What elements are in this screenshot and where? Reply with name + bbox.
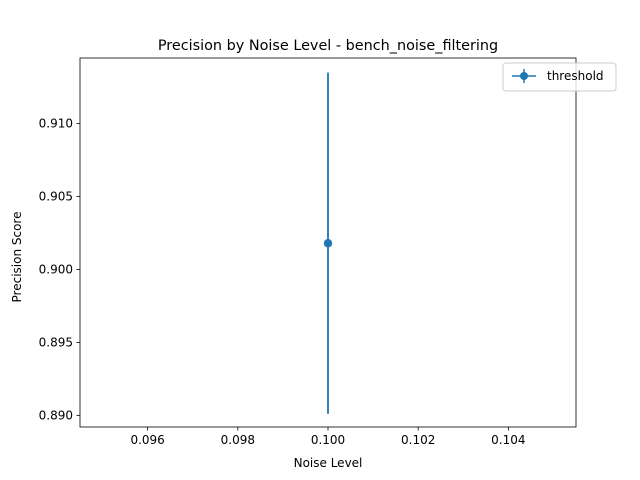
y-tick-label: 0.905 xyxy=(39,190,73,204)
x-tick-label: 0.096 xyxy=(130,433,164,447)
y-tick-label: 0.900 xyxy=(39,262,73,276)
x-tick-label: 0.098 xyxy=(221,433,255,447)
x-axis-label: Noise Level xyxy=(294,456,363,470)
legend: threshold xyxy=(502,62,617,92)
x-tick-label: 0.104 xyxy=(491,433,525,447)
y-axis-label: Precision Score xyxy=(10,212,24,303)
legend-box xyxy=(502,62,617,92)
chart-title: Precision by Noise Level - bench_noise_f… xyxy=(158,38,498,54)
y-tick-label: 0.910 xyxy=(39,117,73,131)
legend-marker-icon xyxy=(520,72,528,80)
plot-area: 0.096 0.098 0.100 0.102 0.104 0.890 0.895 0.900… xyxy=(39,57,577,447)
y-tick-label: 0.895 xyxy=(39,335,73,349)
x-tick-label: 0.102 xyxy=(401,433,435,447)
x-tick-label: 0.100 xyxy=(311,433,345,447)
data-point xyxy=(323,239,333,248)
legend-label-threshold: threshold xyxy=(547,69,604,83)
y-tick-label: 0.890 xyxy=(39,408,73,422)
